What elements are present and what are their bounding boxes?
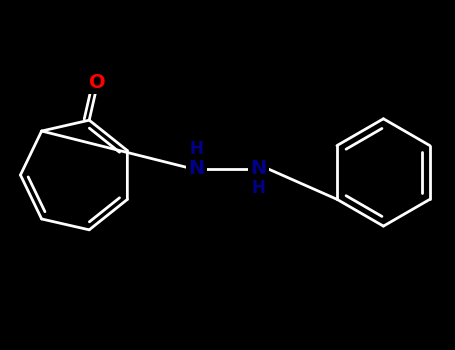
Text: H: H xyxy=(251,179,265,197)
Text: O: O xyxy=(90,73,106,92)
Text: N: N xyxy=(189,159,205,178)
Text: H: H xyxy=(190,140,204,159)
Text: N: N xyxy=(250,159,266,178)
